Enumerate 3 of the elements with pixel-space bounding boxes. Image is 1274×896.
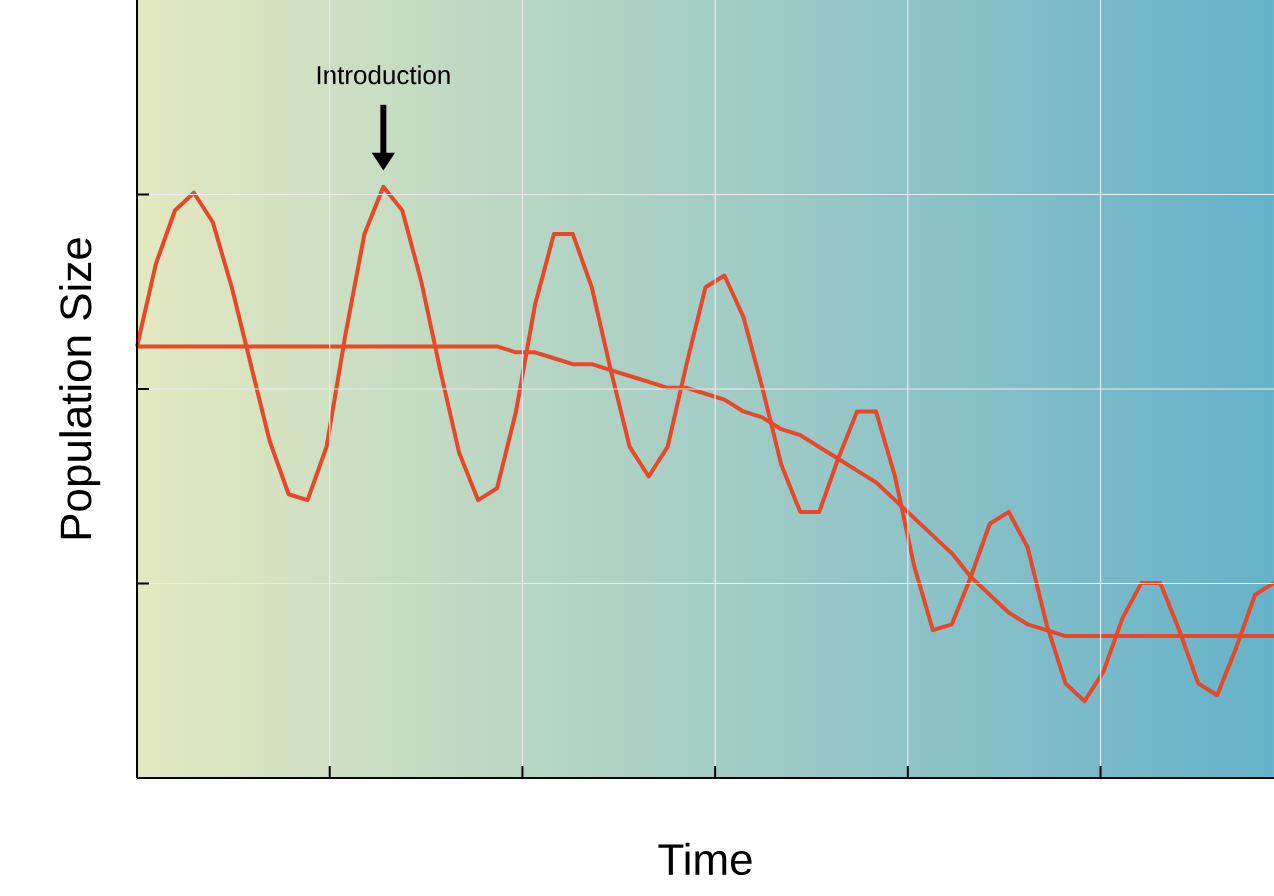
text: Introduction — [317, 65, 450, 85]
y-axis-title: Population Size — [59, 238, 101, 539]
x-axis-title: Time — [658, 842, 752, 876]
